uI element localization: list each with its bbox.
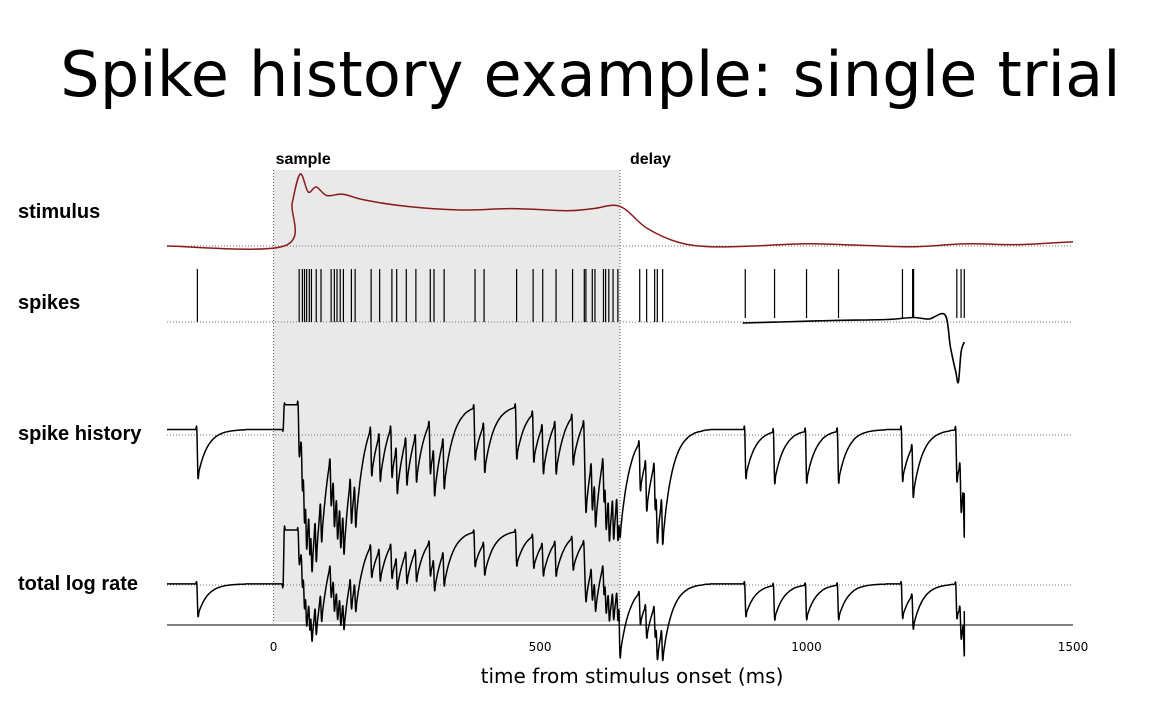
row-label-spike-history: spike history [18, 423, 142, 445]
total-log-rate-trace [166, 525, 966, 662]
spike-raster [196, 269, 965, 322]
row-label-total-log-rate: total log rate [18, 573, 138, 595]
chart-title: Spike history example: single trial [60, 38, 1121, 111]
row-baselines [167, 245, 1073, 586]
x-tick-label-1000: 1000 [791, 640, 822, 654]
x-tick-label-1500: 1500 [1058, 640, 1089, 654]
x-tick-label-0: 0 [270, 640, 278, 654]
epoch-label-sample: sample [276, 151, 331, 168]
x-axis-label: time from stimulus onset (ms) [481, 664, 784, 688]
epoch-label-delay: delay [630, 151, 671, 168]
row-label-stimulus: stimulus [18, 201, 100, 223]
x-tick-label-500: 500 [529, 640, 552, 654]
stimulus-trace [166, 173, 1074, 250]
spike-history-tail-trace [742, 312, 966, 384]
row-label-spikes: spikes [18, 292, 80, 314]
spike-history-trace [167, 400, 966, 573]
sample-epoch-shade [273, 170, 620, 622]
